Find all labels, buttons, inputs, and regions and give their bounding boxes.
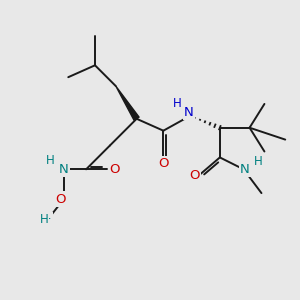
Text: N: N (59, 163, 69, 176)
Text: O: O (56, 193, 66, 206)
Text: N: N (240, 163, 250, 176)
Text: O: O (158, 157, 169, 170)
Text: H: H (46, 154, 55, 167)
Text: H: H (173, 97, 182, 110)
Text: O: O (109, 163, 120, 176)
Text: N: N (184, 106, 194, 119)
Polygon shape (116, 86, 139, 120)
Text: H: H (254, 155, 263, 168)
Text: H·: H· (40, 213, 52, 226)
Text: O: O (189, 169, 200, 182)
